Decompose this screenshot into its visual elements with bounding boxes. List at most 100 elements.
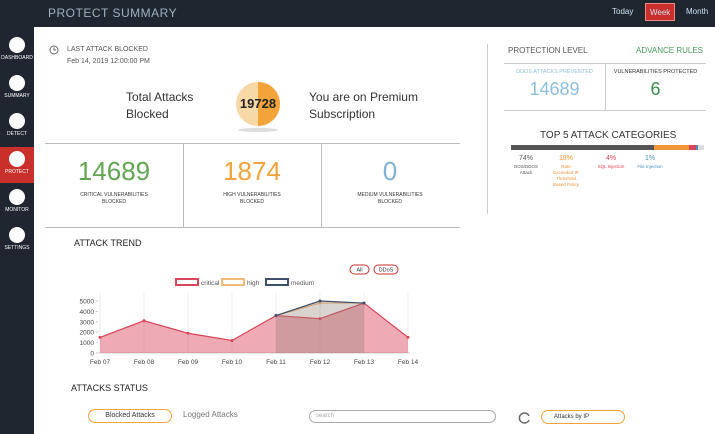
dropdown[interactable]: Attacks by IP (541, 410, 625, 424)
category-percent: 1% (644, 155, 656, 162)
nav-icon (9, 189, 25, 205)
nav-icon (9, 227, 25, 243)
series-area (276, 301, 364, 353)
nav-label[interactable]: DETECT (7, 131, 27, 137)
data-point (318, 317, 322, 321)
series-area (100, 303, 408, 353)
x-tick-label: Feb 11 (266, 359, 286, 366)
data-point (274, 314, 278, 318)
filter-label[interactable]: All (356, 268, 362, 274)
nav-label[interactable]: PROTECT (5, 169, 29, 175)
stats: 14689 CRITICAL VULNERABILITIES BLOCKED 187… (45, 143, 460, 228)
nav-label[interactable]: SETTINGS (4, 245, 30, 251)
range-button[interactable]: Month (686, 7, 709, 16)
y-tick-label: 5000 (80, 299, 95, 306)
nav-icon (9, 151, 25, 167)
total-badge (236, 82, 280, 132)
protection-value: 14689 (529, 79, 580, 99)
y-tick-label: 4000 (80, 309, 95, 316)
protection-stats: DDOS ATTACKS PREVENTED 14689 VULNERABILITI… (504, 63, 706, 111)
nav-label[interactable]: SUMMARY (4, 93, 30, 99)
data-point (318, 301, 322, 305)
protection-label: VULNERABILITIES PROTECTED (613, 69, 698, 75)
stat-label: CRITICAL VULNERABILITIES BLOCKED (80, 192, 148, 205)
header: PROTECT SUMMARY Today Week Month (0, 0, 715, 27)
legend-label: high (247, 280, 260, 287)
category-percent: 74% (518, 155, 533, 162)
advance-rules[interactable]: ADVANCE RULES (636, 46, 703, 55)
page-title: PROTECT SUMMARY (48, 6, 178, 20)
protection-title: PROTECTION LEVEL (508, 46, 588, 55)
stat-label: MEDIUM VULNERABILITIES BLOCKED (357, 192, 423, 205)
last-attack-label: LAST ATTACK BLOCKED (67, 46, 148, 53)
x-tick-label: Feb 13 (354, 359, 375, 366)
stat-value: 14689 (77, 156, 151, 186)
range-button[interactable]: Today (612, 7, 634, 16)
chart-title: ATTACK TREND (74, 238, 142, 248)
sidebar: DASHBOARD SUMMARY DETECT PROTECT MONITOR SETT… (0, 27, 34, 434)
category-bar (511, 145, 654, 150)
data-point (362, 301, 366, 305)
data-point (142, 319, 146, 323)
stat-label: HIGH VULNERABILITIES BLOCKED (223, 192, 281, 205)
data-point (98, 335, 102, 339)
tab-logged[interactable]: Logged Attacks (183, 410, 238, 419)
data-point (186, 331, 190, 335)
total-label: Total Attacks Blocked (126, 90, 194, 121)
legend-label: critical (201, 280, 220, 287)
divider (605, 64, 606, 111)
category-name: SQL Injection (597, 164, 625, 169)
divider (321, 144, 322, 228)
nav-icon (9, 113, 25, 129)
y-tick-label: 3000 (80, 319, 95, 326)
filter-button[interactable] (349, 264, 370, 275)
subscription: You are on Premium Subscription (309, 90, 418, 121)
total-value: 19728 (239, 96, 277, 111)
nav-label[interactable]: DASHBOARD (1, 55, 33, 61)
stat-value: 1874 (223, 156, 281, 186)
data-point (318, 299, 322, 303)
x-tick-label: Feb 08 (134, 359, 155, 366)
nav-icon (9, 75, 25, 91)
category-percent: 18% (558, 155, 573, 162)
category-name: DOS/DDOS Attack (513, 164, 538, 175)
x-tick-label: Feb 09 (178, 359, 199, 366)
legend-label: medium (291, 280, 314, 287)
clock-icon (49, 45, 59, 55)
filter-label[interactable]: DDoS (379, 268, 394, 274)
stat-value: 0 (382, 156, 398, 186)
top5-title: TOP 5 ATTACK CATEGORIES (540, 130, 677, 141)
nav-label[interactable]: MONITOR (5, 207, 29, 213)
range-switch: Today Week Month (605, 0, 715, 27)
legend-swatch (265, 278, 289, 286)
category-bar (653, 145, 689, 150)
filter-button[interactable] (373, 264, 399, 275)
data-point (406, 335, 410, 339)
series-area (276, 303, 364, 353)
category-bar (688, 145, 697, 150)
data-point (274, 314, 278, 318)
nav-icon (9, 37, 25, 53)
top5: 74% DOS/DDOS Attack 18% Rate Exceeded IP Th… (511, 145, 706, 215)
series-line (275, 302, 364, 317)
refresh-icon[interactable] (518, 411, 532, 425)
search-box[interactable]: search (309, 410, 496, 423)
protection-label: DDOS ATTACKS PREVENTED (516, 69, 593, 75)
data-point (230, 339, 234, 343)
x-tick-label: Feb 07 (90, 359, 111, 366)
status-title: ATTACKS STATUS (71, 383, 148, 393)
category-percent: 4% (605, 155, 617, 162)
tab-blocked[interactable]: Blocked Attacks (88, 409, 172, 423)
data-point (274, 314, 278, 318)
x-tick-label: Feb 10 (222, 359, 243, 366)
data-point (362, 301, 366, 305)
protection-panel: PROTECTION LEVEL ADVANCE RULES DDOS ATTA… (487, 44, 706, 215)
range-button[interactable]: Week (645, 3, 676, 21)
series-line (275, 300, 365, 317)
category-name: File Injection (637, 164, 663, 169)
data-point (362, 301, 366, 305)
category-bar (696, 145, 699, 150)
series-line (99, 302, 409, 342)
y-tick-label: 2000 (80, 330, 95, 337)
